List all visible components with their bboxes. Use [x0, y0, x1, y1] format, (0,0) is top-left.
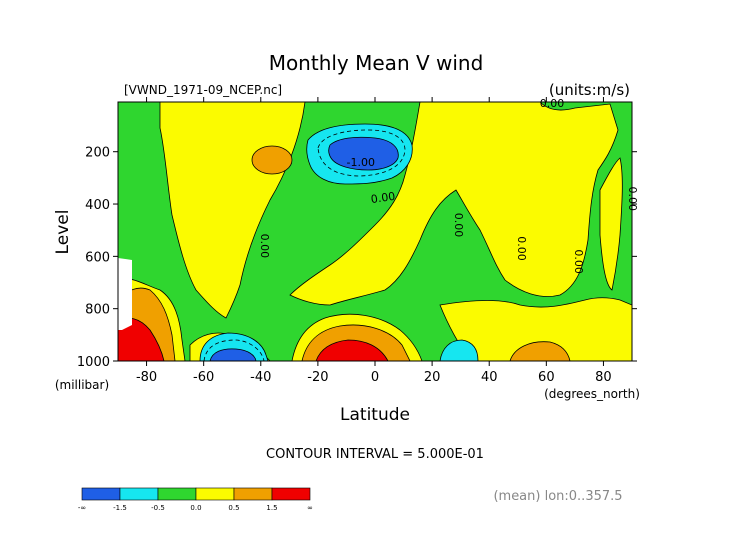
- colorbar-label: -∞: [78, 504, 86, 512]
- x-tick-label: 20: [424, 370, 441, 385]
- dashed-contour-south: [203, 339, 265, 361]
- x-tick-label: -60: [193, 370, 214, 385]
- fill-strong-positive-equator: [315, 339, 389, 361]
- y-tick-label: 1000: [77, 355, 110, 370]
- contour-label: 0.00: [515, 236, 528, 261]
- x-tick-label: 0: [371, 370, 379, 385]
- fill-positive-far-east: [599, 157, 623, 291]
- y-tick-label: 800: [85, 303, 110, 318]
- fill-mid-positive-east: [509, 341, 571, 361]
- colorbar-swatch: [271, 487, 311, 501]
- x-tick-label: 80: [595, 370, 612, 385]
- missing-data-area: [118, 258, 132, 330]
- contour-fills: [118, 102, 632, 361]
- contour-interval-label: CONTOUR INTERVAL = 5.000E-01: [266, 447, 484, 462]
- colorbar-swatch: [195, 487, 235, 501]
- contour-label: 0.00: [258, 234, 271, 259]
- contour-labels: 0.00 -1.00 0.00 0.00 0.00 0.00 0.00 0.00: [258, 97, 639, 274]
- plot-area: 0.00 -1.00 0.00 0.00 0.00 0.00 0.00 0.00 -80 -60…: [77, 97, 639, 385]
- y-tick-label: 600: [85, 250, 110, 265]
- contour-label: 0.00: [626, 187, 639, 212]
- x-axis-units: (degrees_north): [544, 387, 640, 401]
- x-tick-label: -20: [307, 370, 328, 385]
- y-tick-label: 200: [85, 146, 110, 161]
- contour-label: -1.00: [346, 156, 374, 169]
- fill-positive-central: [289, 102, 619, 306]
- x-tick-label: -80: [136, 370, 157, 385]
- fill-mid-positive-upper: [251, 145, 293, 175]
- x-axis-ticks: -80 -60 -40 -20 0 20 40 60 80: [136, 97, 612, 385]
- colorbar-label: 0.0: [190, 504, 201, 512]
- y-tick-label: 400: [85, 198, 110, 213]
- colorbar-swatch: [119, 487, 159, 501]
- colorbar-label: -0.5: [151, 504, 165, 512]
- colorbar-swatch: [233, 487, 273, 501]
- x-tick-label: 40: [481, 370, 498, 385]
- y-axis-units: (millibar): [55, 378, 109, 392]
- colorbar-label: ∞: [307, 504, 313, 512]
- x-tick-label: 60: [538, 370, 555, 385]
- contour-label: 0.00: [540, 97, 565, 110]
- dashed-contour-upper: [317, 129, 406, 177]
- units-label: (units:m/s): [549, 81, 630, 99]
- colorbar-swatch: [81, 487, 121, 501]
- y-axis-ticks: 200 400 600 800 1000: [77, 146, 637, 370]
- x-tick-label: -40: [250, 370, 271, 385]
- colorbar: -∞ -1.5 -0.5 0.0 0.5 1.5 ∞: [78, 487, 313, 512]
- colorbar-label: 1.5: [266, 504, 277, 512]
- x-axis-label: Latitude: [340, 405, 410, 425]
- y-axis-label: Level: [53, 210, 73, 255]
- fill-strong-negative-south-lower: [209, 348, 257, 361]
- colorbar-label: 0.5: [228, 504, 239, 512]
- contour-label: 0.00: [572, 249, 585, 274]
- colorbar-label: -1.5: [113, 504, 127, 512]
- file-label: [VWND_1971-09_NCEP.nc]: [124, 83, 282, 97]
- contour-label: 0.00: [452, 213, 465, 238]
- footer-note: (mean) lon:0..357.5: [493, 489, 622, 504]
- chart-title: Monthly Mean V wind: [269, 51, 484, 75]
- colorbar-swatch: [157, 487, 197, 501]
- fill-strong-negative-upper: [328, 136, 399, 171]
- fill-negative-northeast-lower: [439, 339, 479, 361]
- contour-label: 0.00: [370, 190, 396, 206]
